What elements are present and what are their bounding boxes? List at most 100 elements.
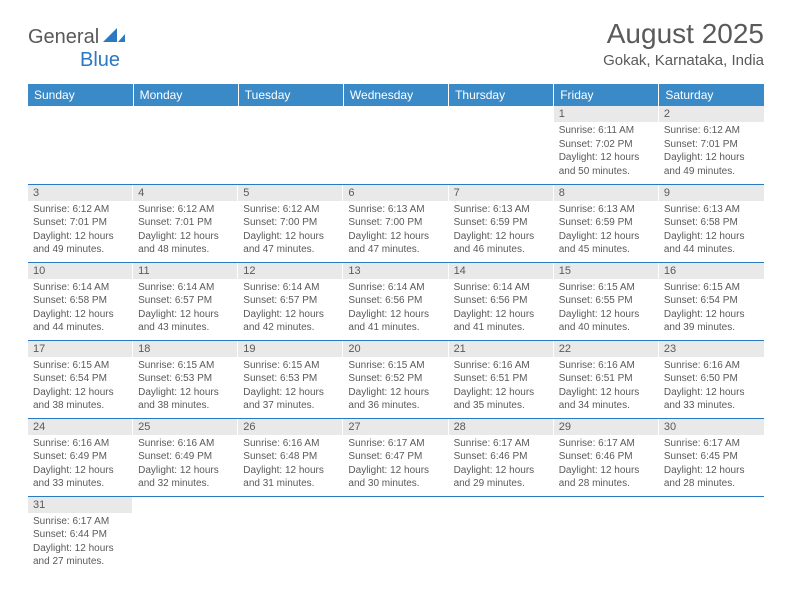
calendar-day-cell: 31Sunrise: 6:17 AMSunset: 6:44 PMDayligh… (28, 496, 133, 574)
day-number: 26 (238, 419, 343, 435)
day-detail: Sunrise: 6:14 AMSunset: 6:58 PMDaylight:… (28, 279, 133, 339)
calendar-day-cell: 28Sunrise: 6:17 AMSunset: 6:46 PMDayligh… (449, 418, 554, 496)
day-number: 11 (133, 263, 238, 279)
brand-text-2: Blue (80, 49, 120, 71)
calendar-row: 24Sunrise: 6:16 AMSunset: 6:49 PMDayligh… (28, 418, 764, 496)
weekday-header: Saturday (659, 84, 764, 106)
calendar-day-cell: 9Sunrise: 6:13 AMSunset: 6:58 PMDaylight… (659, 184, 764, 262)
day-detail: Sunrise: 6:13 AMSunset: 6:59 PMDaylight:… (554, 201, 659, 261)
calendar-day-cell: 25Sunrise: 6:16 AMSunset: 6:49 PMDayligh… (133, 418, 238, 496)
day-number: 24 (28, 419, 133, 435)
calendar-row: 3Sunrise: 6:12 AMSunset: 7:01 PMDaylight… (28, 184, 764, 262)
day-number: 7 (449, 185, 554, 201)
day-number: 6 (343, 185, 448, 201)
calendar-day-cell: 8Sunrise: 6:13 AMSunset: 6:59 PMDaylight… (554, 184, 659, 262)
calendar-day-cell: 22Sunrise: 6:16 AMSunset: 6:51 PMDayligh… (554, 340, 659, 418)
calendar-day-cell: 19Sunrise: 6:15 AMSunset: 6:53 PMDayligh… (238, 340, 343, 418)
calendar-day-cell: 18Sunrise: 6:15 AMSunset: 6:53 PMDayligh… (133, 340, 238, 418)
day-detail: Sunrise: 6:17 AMSunset: 6:44 PMDaylight:… (28, 513, 133, 573)
calendar-empty-cell (449, 106, 554, 184)
calendar-day-cell: 16Sunrise: 6:15 AMSunset: 6:54 PMDayligh… (659, 262, 764, 340)
day-number: 21 (449, 341, 554, 357)
calendar-day-cell: 4Sunrise: 6:12 AMSunset: 7:01 PMDaylight… (133, 184, 238, 262)
day-number: 25 (133, 419, 238, 435)
calendar-day-cell: 21Sunrise: 6:16 AMSunset: 6:51 PMDayligh… (449, 340, 554, 418)
calendar-empty-cell (343, 496, 448, 574)
day-detail: Sunrise: 6:12 AMSunset: 7:01 PMDaylight:… (659, 122, 764, 182)
day-detail: Sunrise: 6:15 AMSunset: 6:52 PMDaylight:… (343, 357, 448, 417)
day-number: 18 (133, 341, 238, 357)
calendar-day-cell: 12Sunrise: 6:14 AMSunset: 6:57 PMDayligh… (238, 262, 343, 340)
weekday-header: Monday (133, 84, 238, 106)
calendar-day-cell: 1Sunrise: 6:11 AMSunset: 7:02 PMDaylight… (554, 106, 659, 184)
calendar-day-cell: 2Sunrise: 6:12 AMSunset: 7:01 PMDaylight… (659, 106, 764, 184)
day-number: 4 (133, 185, 238, 201)
day-detail: Sunrise: 6:16 AMSunset: 6:48 PMDaylight:… (238, 435, 343, 495)
weekday-header: Friday (554, 84, 659, 106)
day-detail: Sunrise: 6:17 AMSunset: 6:46 PMDaylight:… (449, 435, 554, 495)
calendar-empty-cell (343, 106, 448, 184)
day-detail: Sunrise: 6:11 AMSunset: 7:02 PMDaylight:… (554, 122, 659, 182)
day-number: 28 (449, 419, 554, 435)
calendar-row: 17Sunrise: 6:15 AMSunset: 6:54 PMDayligh… (28, 340, 764, 418)
day-detail: Sunrise: 6:12 AMSunset: 7:01 PMDaylight:… (28, 201, 133, 261)
calendar-day-cell: 13Sunrise: 6:14 AMSunset: 6:56 PMDayligh… (343, 262, 448, 340)
calendar-day-cell: 3Sunrise: 6:12 AMSunset: 7:01 PMDaylight… (28, 184, 133, 262)
day-detail: Sunrise: 6:16 AMSunset: 6:51 PMDaylight:… (449, 357, 554, 417)
day-number: 2 (659, 106, 764, 122)
day-number: 22 (554, 341, 659, 357)
calendar-day-cell: 10Sunrise: 6:14 AMSunset: 6:58 PMDayligh… (28, 262, 133, 340)
day-number: 19 (238, 341, 343, 357)
day-detail: Sunrise: 6:16 AMSunset: 6:49 PMDaylight:… (28, 435, 133, 495)
day-detail: Sunrise: 6:12 AMSunset: 7:00 PMDaylight:… (238, 201, 343, 261)
calendar-day-cell: 17Sunrise: 6:15 AMSunset: 6:54 PMDayligh… (28, 340, 133, 418)
day-detail: Sunrise: 6:15 AMSunset: 6:53 PMDaylight:… (238, 357, 343, 417)
day-number: 12 (238, 263, 343, 279)
brand-logo: General (28, 26, 127, 49)
brand-sail-icon (103, 26, 125, 47)
calendar-row: 1Sunrise: 6:11 AMSunset: 7:02 PMDaylight… (28, 106, 764, 184)
calendar-day-cell: 11Sunrise: 6:14 AMSunset: 6:57 PMDayligh… (133, 262, 238, 340)
day-detail: Sunrise: 6:17 AMSunset: 6:45 PMDaylight:… (659, 435, 764, 495)
day-detail: Sunrise: 6:14 AMSunset: 6:56 PMDaylight:… (343, 279, 448, 339)
calendar-day-cell: 23Sunrise: 6:16 AMSunset: 6:50 PMDayligh… (659, 340, 764, 418)
day-number: 8 (554, 185, 659, 201)
day-detail: Sunrise: 6:16 AMSunset: 6:51 PMDaylight:… (554, 357, 659, 417)
weekday-header-row: SundayMondayTuesdayWednesdayThursdayFrid… (28, 84, 764, 106)
day-detail: Sunrise: 6:14 AMSunset: 6:57 PMDaylight:… (133, 279, 238, 339)
day-detail: Sunrise: 6:12 AMSunset: 7:01 PMDaylight:… (133, 201, 238, 261)
calendar-day-cell: 20Sunrise: 6:15 AMSunset: 6:52 PMDayligh… (343, 340, 448, 418)
calendar-empty-cell (238, 496, 343, 574)
day-detail: Sunrise: 6:15 AMSunset: 6:53 PMDaylight:… (133, 357, 238, 417)
day-detail: Sunrise: 6:14 AMSunset: 6:56 PMDaylight:… (449, 279, 554, 339)
calendar-empty-cell (28, 106, 133, 184)
day-number: 9 (659, 185, 764, 201)
day-number: 17 (28, 341, 133, 357)
day-detail: Sunrise: 6:13 AMSunset: 7:00 PMDaylight:… (343, 201, 448, 261)
day-number: 27 (343, 419, 448, 435)
calendar-day-cell: 5Sunrise: 6:12 AMSunset: 7:00 PMDaylight… (238, 184, 343, 262)
day-number: 23 (659, 341, 764, 357)
day-detail: Sunrise: 6:15 AMSunset: 6:54 PMDaylight:… (659, 279, 764, 339)
calendar-empty-cell (554, 496, 659, 574)
day-detail: Sunrise: 6:15 AMSunset: 6:55 PMDaylight:… (554, 279, 659, 339)
calendar-body: 1Sunrise: 6:11 AMSunset: 7:02 PMDaylight… (28, 106, 764, 574)
day-detail: Sunrise: 6:15 AMSunset: 6:54 PMDaylight:… (28, 357, 133, 417)
calendar-day-cell: 27Sunrise: 6:17 AMSunset: 6:47 PMDayligh… (343, 418, 448, 496)
day-number: 13 (343, 263, 448, 279)
day-number: 1 (554, 106, 659, 122)
calendar-table: SundayMondayTuesdayWednesdayThursdayFrid… (28, 84, 764, 574)
day-number: 15 (554, 263, 659, 279)
weekday-header: Tuesday (238, 84, 343, 106)
weekday-header: Thursday (449, 84, 554, 106)
day-number: 30 (659, 419, 764, 435)
calendar-day-cell: 14Sunrise: 6:14 AMSunset: 6:56 PMDayligh… (449, 262, 554, 340)
calendar-empty-cell (659, 496, 764, 574)
calendar-day-cell: 29Sunrise: 6:17 AMSunset: 6:46 PMDayligh… (554, 418, 659, 496)
calendar-empty-cell (238, 106, 343, 184)
calendar-day-cell: 26Sunrise: 6:16 AMSunset: 6:48 PMDayligh… (238, 418, 343, 496)
day-number: 31 (28, 497, 133, 513)
day-detail: Sunrise: 6:16 AMSunset: 6:49 PMDaylight:… (133, 435, 238, 495)
day-number: 5 (238, 185, 343, 201)
day-number: 16 (659, 263, 764, 279)
